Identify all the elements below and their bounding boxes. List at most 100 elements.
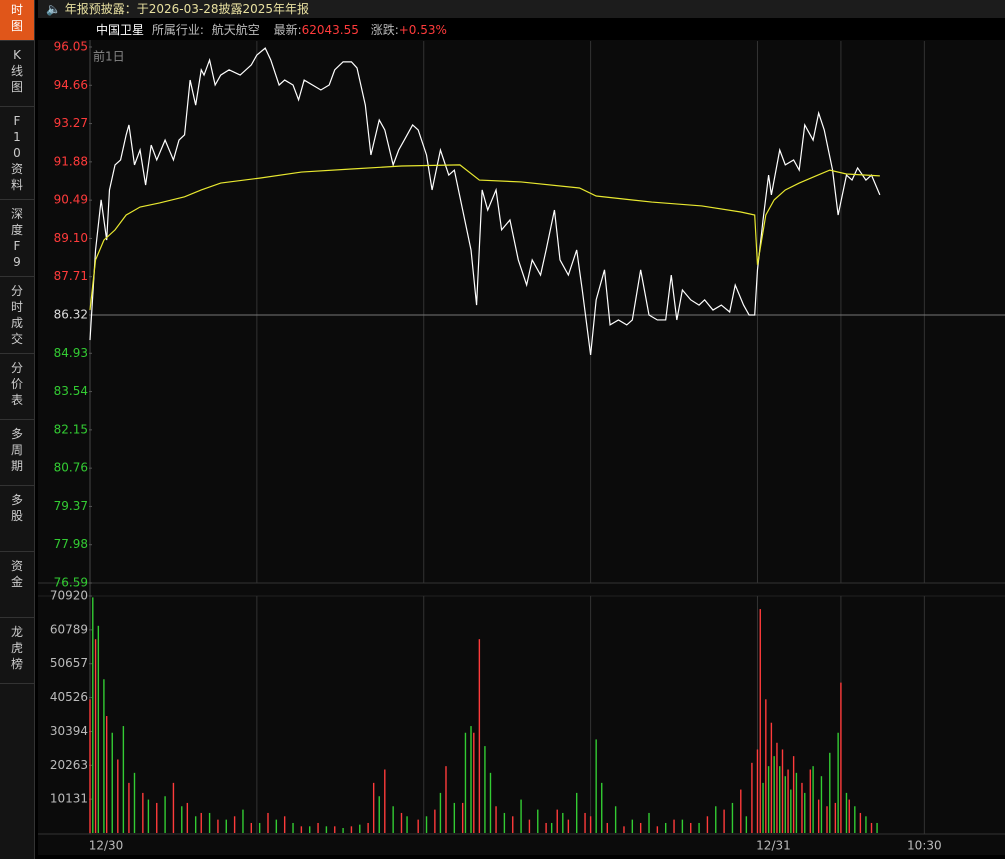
volume-bar	[406, 816, 408, 833]
volume-bar	[489, 772, 492, 833]
volume-bar	[470, 726, 472, 833]
volume-bar	[520, 799, 522, 833]
side-tab[interactable]: 分时成交	[0, 277, 34, 354]
volume-bar	[715, 806, 717, 833]
y-tick-label: 40526	[50, 690, 88, 704]
y-tick-label: 96.05	[54, 40, 88, 54]
volume-bar	[292, 822, 294, 833]
volume-bar	[723, 809, 725, 833]
volume-bar	[461, 802, 464, 833]
latest-label: 最新:	[273, 23, 302, 37]
volume-bar	[350, 826, 353, 833]
volume-bar	[762, 782, 764, 833]
volume-bar	[545, 822, 547, 833]
side-tab[interactable]: 多周期	[0, 420, 34, 486]
volume-bar	[606, 822, 608, 833]
y-tick-label: 30394	[50, 724, 88, 738]
y-tick-label: 70920	[50, 589, 88, 603]
y-tick-label: 90.49	[54, 193, 88, 207]
volume-bar	[334, 826, 336, 833]
volume-bar	[359, 824, 361, 833]
volume-bar	[690, 822, 692, 833]
volume-bar	[342, 827, 344, 833]
volume-bar	[792, 756, 795, 833]
volume-bar	[392, 806, 394, 833]
volume-bar	[751, 762, 753, 833]
side-tab[interactable]: 分价表	[0, 354, 34, 420]
volume-bar	[445, 766, 447, 833]
volume-bar	[550, 822, 553, 833]
y-tick-label: 77.98	[54, 537, 88, 551]
y-tick-label: 50657	[50, 656, 88, 670]
side-tab[interactable]: K线图	[0, 41, 34, 107]
volume-bar	[698, 822, 700, 833]
volume-bar	[648, 812, 650, 833]
volume-bar	[233, 816, 236, 833]
industry: 航天航空	[211, 23, 260, 37]
y-tick-label: 84.93	[54, 346, 88, 360]
side-tab[interactable]: 龙虎榜	[0, 618, 34, 684]
volume-bar	[706, 816, 709, 833]
y-tick-label: 94.66	[54, 78, 88, 92]
volume-bar	[258, 822, 261, 833]
volume-bar	[537, 809, 539, 833]
volume-bar	[589, 816, 592, 833]
volume-bar	[367, 822, 369, 833]
y-tick-label: 93.27	[54, 116, 88, 130]
volume-bar	[854, 806, 856, 833]
notice: 年报预披露：于2026-03-28披露2025年年报	[64, 2, 310, 16]
x-tick-label: 12/30	[89, 839, 124, 853]
volume-bar	[859, 812, 862, 833]
volume-bar	[631, 819, 634, 833]
volume-bar	[731, 802, 734, 833]
volume-bar	[378, 796, 380, 833]
side-tab[interactable]: F10资料	[0, 107, 34, 200]
volume-bar	[425, 816, 428, 833]
volume-bar	[834, 802, 837, 833]
volume-bar	[804, 792, 806, 833]
volume-bar	[845, 792, 848, 833]
volume-bar	[156, 802, 158, 833]
volume-bar	[208, 812, 211, 833]
volume-bar	[673, 819, 675, 833]
volume-bar	[779, 766, 781, 833]
price-line	[89, 164, 880, 311]
volume-bar	[595, 739, 597, 833]
y-tick-label: 86.32	[54, 308, 88, 322]
volume-bar	[795, 772, 798, 833]
y-tick-label: 89.10	[54, 231, 88, 245]
volume-bar	[200, 812, 202, 833]
side-tab[interactable]: 时图	[0, 0, 34, 41]
y-tick-label: 79.37	[54, 499, 88, 513]
volume-bar	[317, 822, 319, 833]
volume-bar	[812, 766, 814, 833]
side-tab[interactable]: 深度F9	[0, 200, 34, 277]
volume-bar	[495, 806, 497, 833]
side-tab[interactable]: 多股	[0, 486, 34, 552]
volume-bar	[122, 726, 125, 833]
x-tick-label: 12/31	[756, 839, 791, 853]
volume-bar	[89, 699, 91, 833]
volume-bar	[105, 716, 108, 833]
side-tab[interactable]: 资金	[0, 552, 34, 618]
volume-bar	[787, 769, 789, 833]
volume-bar	[790, 789, 792, 833]
y-tick-label: 20263	[50, 758, 88, 772]
y-tick-label: 10131	[50, 792, 88, 806]
volume-bar	[94, 639, 97, 833]
price-line	[89, 47, 881, 356]
volume-bar	[614, 806, 617, 833]
volume-bar	[400, 812, 403, 833]
volume-bar	[250, 822, 253, 833]
volume-bar	[562, 812, 564, 833]
volume-bar	[656, 826, 659, 833]
volume-bar	[623, 826, 625, 833]
volume-bar	[639, 822, 642, 833]
y-tick-label: 82.15	[54, 422, 88, 436]
volume-bar	[434, 809, 436, 833]
volume-bar	[784, 776, 786, 833]
volume-bar	[809, 769, 812, 833]
y-tick-label: 91.88	[54, 154, 88, 168]
volume-bar	[478, 639, 481, 833]
volume-bar	[97, 625, 100, 833]
